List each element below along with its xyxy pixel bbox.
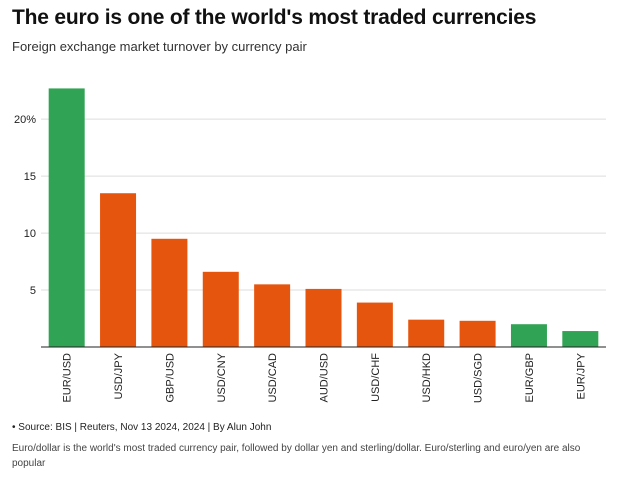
bar-usd-jpy (100, 193, 137, 347)
source-line: • Source: BIS | Reuters, Nov 13 2024, 20… (12, 422, 272, 433)
bar-usd-hkd (408, 319, 445, 347)
x-tick-label: EUR/USD (62, 353, 74, 403)
x-tick-label: EUR/JPY (575, 352, 587, 399)
x-tick-label: AUD/USD (319, 353, 331, 403)
y-tick-label: 15 (24, 171, 36, 183)
x-tick-label: USD/HKD (421, 353, 433, 403)
bar-usd-chf (356, 302, 393, 347)
bar-usd-cad (254, 284, 291, 347)
bar-usd-cny (202, 271, 239, 347)
x-tick-label: GBP/USD (164, 353, 176, 403)
bar-gbp-usd (151, 238, 188, 347)
x-tick-label: EUR/GBP (524, 353, 536, 403)
bar-usd-sgd (459, 320, 496, 347)
bar-aud-usd (305, 288, 342, 347)
x-tick-label: USD/CHF (370, 353, 382, 402)
x-tick-label: USD/SGD (473, 353, 485, 403)
chart-subtitle: Foreign exchange market turnover by curr… (12, 39, 307, 54)
x-tick-label: USD/CAD (267, 353, 279, 403)
tick-labels: 5 10 15 20% EUR/USD USD/JPY GBP/USD USD/CNY USD/… (14, 114, 587, 403)
bar-eur-jpy (562, 331, 599, 347)
bar-eur-gbp (510, 324, 547, 347)
bar-chart: 5 10 15 20% EUR/USD USD/JPY GBP/USD USD/CNY USD/… (14, 88, 606, 403)
x-tick-label: USD/CNY (216, 352, 228, 402)
chart-title: The euro is one of the world's most trad… (12, 6, 537, 29)
x-tick-label: USD/JPY (113, 352, 125, 399)
y-tick-label: 20% (14, 114, 36, 126)
bars (48, 88, 599, 347)
bar-eur-usd (48, 88, 85, 347)
y-tick-label: 5 (30, 285, 36, 297)
y-tick-label: 10 (24, 228, 36, 240)
chart-caption: Euro/dollar is the world's most traded c… (12, 443, 581, 469)
